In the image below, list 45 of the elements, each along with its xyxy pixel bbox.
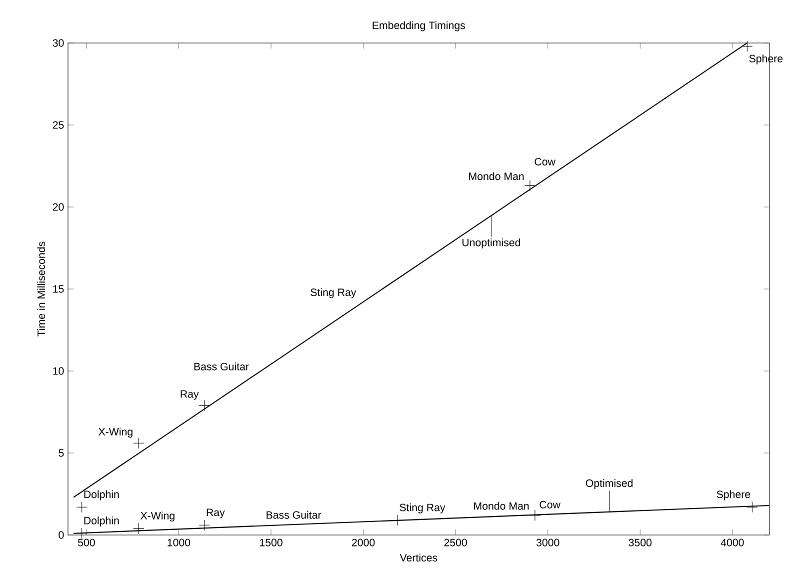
x-tick-label: 500 [78,538,95,546]
point [198,400,210,412]
annotation: X-Wing [98,428,132,438]
point [76,502,88,513]
annotation: Bass Guitar [266,510,322,519]
point [133,522,144,534]
y-axis-title: Time in Milliseconds [37,242,46,336]
annotation: Bass Guitar [194,362,249,370]
annotation: Cow [534,158,556,166]
y-tick-label: 15 [53,285,64,293]
x-tick-label: 1500 [260,538,282,546]
y-tick-label: 30 [52,39,64,47]
chart-title: Embedding Timings [372,21,466,32]
x-axis-title: Vertices [400,554,438,562]
annotation: Mondo Man [469,172,524,180]
y-tick-label: 0 [58,531,64,539]
y-tick-label: 10 [53,367,64,375]
point [198,520,210,531]
annotation: Ray [206,508,225,518]
point [133,438,144,449]
annotation: X-Wing [140,512,174,522]
point [524,180,536,192]
x-tick-label: 3500 [628,538,652,546]
y-tick-label: 5 [58,449,64,457]
x-tick-label: 4000 [720,538,744,546]
annotation: Dolphin [84,490,119,500]
point [742,40,753,52]
y-tick-label: 25 [52,121,64,129]
annotation: Dolphin [84,516,119,526]
x-tick-label: 2000 [352,538,375,546]
annotation: Sting Ray [310,288,356,298]
annotation: Mondo Man [474,502,529,510]
annotation: Sphere [716,490,750,500]
x-tick-label: 3000 [536,538,560,546]
y-tick-label: 20 [52,203,64,211]
legend-label: Unoptimised [462,238,520,248]
annotation: Sting Ray [400,503,446,514]
x-tick-label: 1000 [168,538,190,546]
point [76,528,88,539]
point [529,510,541,521]
annotation: Cow [540,500,560,508]
point [746,502,758,513]
text: Optimised [586,479,633,490]
annotation: Ray [180,390,199,400]
x-tick-label: 2500 [444,538,467,546]
